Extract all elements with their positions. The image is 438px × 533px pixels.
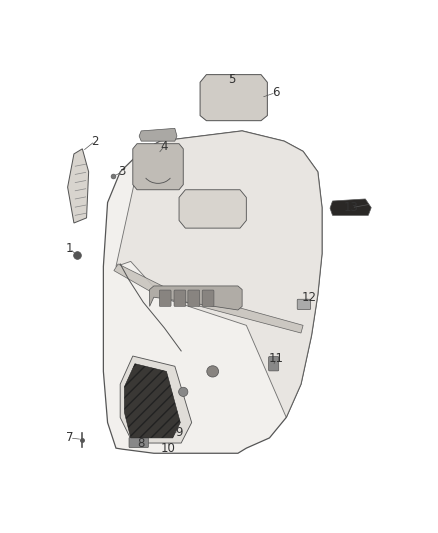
Polygon shape (133, 144, 183, 190)
Polygon shape (150, 286, 242, 310)
Text: 1: 1 (66, 242, 74, 255)
Text: 4: 4 (161, 140, 168, 153)
Polygon shape (103, 131, 322, 453)
FancyBboxPatch shape (202, 290, 214, 306)
FancyBboxPatch shape (174, 290, 186, 306)
Text: 12: 12 (302, 290, 317, 304)
FancyBboxPatch shape (297, 299, 311, 310)
Ellipse shape (179, 387, 188, 397)
Text: 10: 10 (161, 442, 176, 455)
Text: 6: 6 (272, 86, 279, 99)
Polygon shape (114, 264, 303, 333)
FancyBboxPatch shape (188, 290, 200, 306)
Polygon shape (120, 356, 192, 443)
Polygon shape (330, 199, 371, 215)
Text: 3: 3 (119, 165, 126, 179)
Polygon shape (200, 75, 267, 120)
Text: 11: 11 (268, 352, 283, 365)
Polygon shape (139, 128, 177, 141)
Text: 9: 9 (175, 426, 183, 439)
FancyBboxPatch shape (129, 438, 148, 448)
Text: 8: 8 (138, 437, 145, 449)
Text: 2: 2 (91, 135, 99, 148)
Text: 13: 13 (344, 201, 359, 214)
FancyBboxPatch shape (159, 290, 171, 306)
Polygon shape (67, 149, 88, 223)
Polygon shape (116, 131, 322, 417)
Polygon shape (179, 190, 246, 228)
Polygon shape (124, 364, 180, 438)
FancyBboxPatch shape (268, 357, 279, 371)
Text: 5: 5 (228, 73, 235, 86)
Text: 7: 7 (66, 431, 74, 445)
Ellipse shape (207, 366, 219, 377)
